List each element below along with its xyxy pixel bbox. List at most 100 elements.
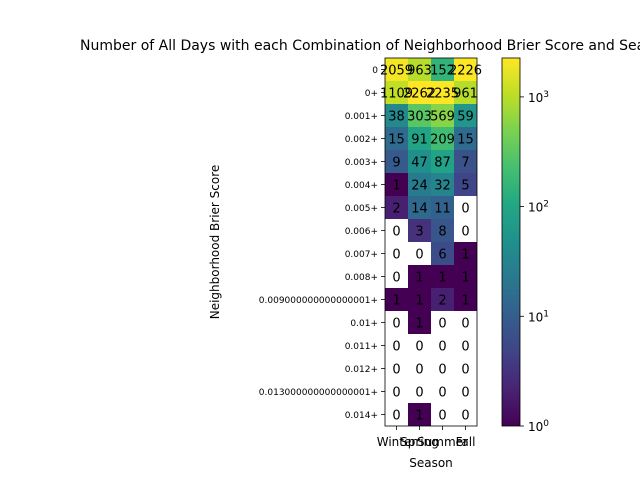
heatmap-cell — [385, 173, 408, 196]
cell-value-label: 14 — [411, 202, 428, 217]
heatmap-cell — [454, 58, 477, 81]
heatmap-cell — [454, 357, 477, 380]
cell-value-label: 303 — [407, 110, 432, 125]
colorbar-tick-label: 100 — [528, 419, 549, 434]
y-tick-label: 0 — [372, 66, 378, 76]
heatmap-cell — [454, 127, 477, 150]
heatmap-cell — [454, 311, 477, 334]
x-axis-label: Season — [409, 456, 453, 470]
cell-value-label: 152 — [430, 64, 455, 79]
heatmap-cell — [431, 173, 454, 196]
heatmap-cell — [431, 288, 454, 311]
cell-value-label: 0 — [461, 317, 469, 332]
heatmap-cell — [385, 334, 408, 357]
cell-value-label: 0 — [392, 386, 400, 401]
heatmap-cell — [385, 380, 408, 403]
heatmap-cell — [454, 173, 477, 196]
heatmap-cell — [385, 127, 408, 150]
cell-value-label: 0 — [392, 340, 400, 355]
heatmap-cell — [454, 334, 477, 357]
cell-value-label: 0 — [461, 409, 469, 424]
cell-value-label: 0 — [438, 317, 446, 332]
heatmap-cell — [385, 150, 408, 173]
heatmap-cell — [385, 265, 408, 288]
x-tick-label: Winter — [377, 435, 417, 449]
heatmap-cells — [385, 58, 477, 426]
heatmap-cell — [385, 81, 408, 104]
y-tick-label: 0.009000000000000001+ — [259, 296, 378, 306]
cell-value-label: 0 — [461, 386, 469, 401]
heatmap-cell — [431, 219, 454, 242]
heatmap-cell — [454, 265, 477, 288]
cell-value-label: 1 — [415, 271, 423, 286]
x-tick-label: Summer — [417, 435, 468, 449]
heatmap-cell — [431, 150, 454, 173]
cell-value-label: 1 — [392, 294, 400, 309]
heatmap-cell — [431, 58, 454, 81]
heatmap-cell — [454, 380, 477, 403]
cell-value-label: 15 — [388, 133, 405, 148]
cell-value-label: 7 — [461, 156, 469, 171]
heatmap-cell — [454, 150, 477, 173]
y-tick-label: 0.01+ — [350, 319, 378, 329]
cell-value-label: 15 — [457, 133, 474, 148]
cell-value-label: 1 — [415, 409, 423, 424]
colorbar-ticks: 100 101 102 103 — [520, 90, 549, 434]
heatmap-cell — [408, 173, 431, 196]
cell-value-label: 87 — [434, 156, 451, 171]
cell-value-label: 0 — [438, 340, 446, 355]
y-tick-label: 0.012+ — [345, 365, 378, 375]
plot-frame — [384, 57, 478, 427]
cell-value-label: 0 — [392, 409, 400, 424]
heatmap-cell — [385, 104, 408, 127]
cell-value-label: 6 — [438, 248, 446, 263]
heatmap-cell — [431, 127, 454, 150]
cell-value-label: 24 — [411, 179, 428, 194]
heatmap-cell — [431, 265, 454, 288]
heatmap-cell — [385, 357, 408, 380]
heatmap-cell — [431, 104, 454, 127]
heatmap-cell — [408, 104, 431, 127]
y-tick-label: 0.008+ — [345, 273, 378, 283]
y-tick-label: 0.013000000000000001+ — [259, 388, 378, 398]
heatmap-cell — [431, 380, 454, 403]
y-axis-label: Neighborhood Brier Score — [208, 165, 222, 320]
colorbar-tick-label: 102 — [528, 200, 549, 215]
y-tick-label: 0+ — [365, 89, 378, 99]
heatmap-cell — [454, 196, 477, 219]
heatmap-cell — [454, 403, 477, 426]
chart-title: Number of All Days with each Combination… — [80, 38, 640, 54]
heatmap-cell — [385, 311, 408, 334]
heatmap-cell — [431, 311, 454, 334]
cell-value-label: 0 — [415, 386, 423, 401]
cell-value-label: 0 — [438, 386, 446, 401]
heatmap-cell — [454, 219, 477, 242]
heatmap-cell — [408, 265, 431, 288]
heatmap-cell — [431, 196, 454, 219]
x-tick-label: Fall — [456, 435, 476, 449]
cell-value-label: 1109 — [380, 87, 413, 102]
heatmap-cell — [408, 150, 431, 173]
cell-value-label: 0 — [392, 271, 400, 286]
cell-value-label: 0 — [438, 363, 446, 378]
cell-value-label: 0 — [461, 202, 469, 217]
cell-value-label: 0 — [392, 225, 400, 240]
y-tick-label: 0.011+ — [345, 342, 378, 352]
cell-value-label: 3 — [415, 225, 423, 240]
heatmap-cell — [408, 242, 431, 265]
y-tick-label: 0.006+ — [345, 227, 378, 237]
y-axis: 0 0+ 0.001+ 0.002+ 0.003+ 0.004+ 0.005+ 0.006+ 0… — [259, 66, 385, 421]
heatmap-cell — [408, 127, 431, 150]
cell-value-label: 9 — [392, 156, 400, 171]
cell-value-label: 32 — [434, 179, 451, 194]
cell-value-label: 1 — [461, 248, 469, 263]
y-tick-label: 0.002+ — [345, 135, 378, 145]
heatmap-cell — [454, 81, 477, 104]
x-tick-label: Spring — [400, 435, 439, 449]
y-tick-label: 0.014+ — [345, 411, 378, 421]
cell-value-label: 5 — [461, 179, 469, 194]
cell-value-label: 209 — [430, 133, 455, 148]
cell-value-label: 0 — [461, 225, 469, 240]
y-tick-label: 0.007+ — [345, 250, 378, 260]
cell-value-label: 59 — [457, 110, 474, 125]
